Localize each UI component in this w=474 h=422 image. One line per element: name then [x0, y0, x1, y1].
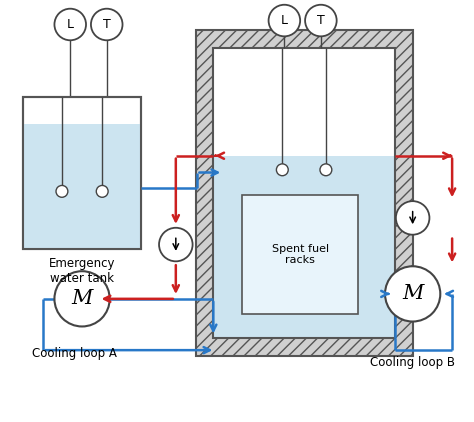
Circle shape	[96, 185, 108, 197]
Circle shape	[55, 271, 109, 327]
Text: T: T	[317, 14, 325, 27]
Text: Cooling loop A: Cooling loop A	[32, 346, 117, 360]
Circle shape	[91, 9, 122, 40]
Circle shape	[320, 164, 332, 176]
Bar	[23, 124, 141, 249]
Bar	[213, 48, 395, 338]
Bar	[23, 97, 141, 249]
Text: T: T	[103, 18, 110, 31]
Text: L: L	[281, 14, 288, 27]
Circle shape	[396, 201, 429, 235]
Bar	[213, 156, 395, 338]
Circle shape	[159, 228, 192, 261]
Bar	[213, 48, 395, 338]
Bar	[196, 30, 413, 356]
Text: Spent fuel
racks: Spent fuel racks	[272, 243, 329, 265]
Text: Cooling loop B: Cooling loop B	[370, 357, 455, 370]
Text: L: L	[67, 18, 74, 31]
Circle shape	[56, 185, 68, 197]
Circle shape	[55, 9, 86, 40]
Bar	[242, 195, 358, 314]
Text: M: M	[402, 284, 423, 303]
Bar	[23, 97, 141, 249]
Text: M: M	[72, 289, 93, 308]
Text: Emergency
water tank: Emergency water tank	[49, 257, 115, 285]
Circle shape	[269, 5, 300, 36]
Circle shape	[305, 5, 337, 36]
Circle shape	[276, 164, 288, 176]
Circle shape	[385, 266, 440, 322]
